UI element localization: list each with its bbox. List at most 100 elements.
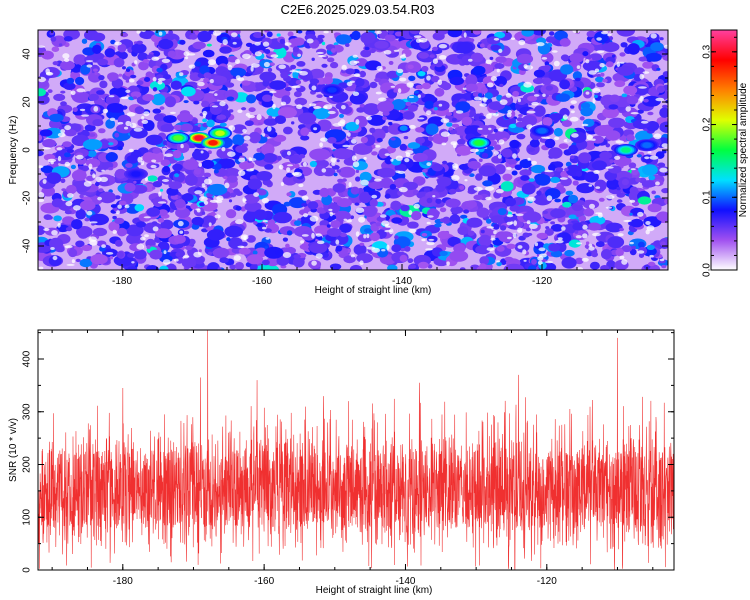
heatmap-cell <box>311 260 317 266</box>
heatmap-cell <box>408 228 417 233</box>
heatmap-cell <box>448 188 457 195</box>
heatmap-cell <box>40 165 54 174</box>
heatmap-cell <box>89 221 98 224</box>
heatmap-cell <box>333 172 338 177</box>
heatmap-cell <box>531 258 537 265</box>
heatmap-hotspot <box>642 142 652 148</box>
heatmap-cell <box>144 176 148 182</box>
heatmap-cell <box>648 175 656 181</box>
heatmap-cell <box>486 113 492 119</box>
heatmap-cell <box>256 114 262 121</box>
heatmap-cell <box>153 113 165 122</box>
heatmap-cell <box>408 210 413 216</box>
heatmap-cell <box>233 188 241 194</box>
heatmap-cell <box>404 158 410 163</box>
heatmap-cell <box>504 256 514 262</box>
heatmap-cell <box>338 166 356 178</box>
heatmap-cell <box>657 162 666 168</box>
heatmap-cell <box>549 31 555 36</box>
heatmap-cell <box>321 168 327 173</box>
heatmap-cell <box>219 46 232 54</box>
heatmap-cell <box>607 236 625 249</box>
heatmap-cell <box>390 200 402 211</box>
heatmap-cell <box>609 94 620 103</box>
heatmap-cell <box>240 234 249 240</box>
heatmap-cell <box>579 116 585 121</box>
heatmap-cell <box>152 226 159 232</box>
heatmap-hotspot <box>173 135 183 141</box>
heatmap-cell <box>49 31 54 36</box>
heatmap-cell <box>249 158 257 161</box>
heatmap-cell <box>202 49 215 58</box>
snr-x-axis-label: Height of straight line (km) <box>316 585 433 596</box>
heatmap-cell <box>198 249 202 253</box>
heatmap-cell <box>116 251 124 258</box>
heatmap-cell <box>136 80 144 86</box>
heatmap-cell <box>568 194 579 204</box>
heatmap-cell <box>336 169 342 173</box>
heatmap-cell <box>264 49 271 54</box>
heatmap-cell <box>494 76 507 87</box>
heatmap-cell <box>586 252 593 257</box>
heatmap-cell <box>456 41 474 54</box>
heatmap-cell <box>158 38 174 50</box>
heatmap-cell <box>588 184 593 187</box>
heatmap-cell <box>616 186 621 191</box>
heatmap-cell <box>284 86 292 92</box>
heatmap-cell <box>349 264 363 270</box>
heatmap-cell <box>286 167 291 173</box>
heatmap-cell <box>546 195 553 202</box>
snr-y-tick-label: 400 <box>22 350 33 367</box>
heatmap-cell <box>369 127 376 134</box>
heatmap-cell <box>296 61 306 67</box>
heatmap-cell <box>192 118 198 124</box>
heatmap-cell <box>638 253 645 258</box>
heatmap-hotspot <box>537 128 547 134</box>
heatmap-cell <box>464 179 468 182</box>
heatmap-cell <box>619 61 625 64</box>
heatmap-cell <box>346 81 353 87</box>
heatmap-cell <box>605 206 613 209</box>
heatmap-cell <box>621 178 630 186</box>
heatmap-cell <box>498 127 504 132</box>
heatmap-cell <box>157 77 166 81</box>
heatmap-cell <box>643 264 651 270</box>
heatmap-cell <box>572 30 580 34</box>
heatmap-cell <box>664 198 668 205</box>
heatmap-cell <box>354 73 361 77</box>
heatmap-cell <box>194 61 201 67</box>
heatmap-cell <box>427 136 434 142</box>
heatmap-cell <box>38 266 44 270</box>
heatmap-cell <box>73 54 87 66</box>
heatmap-cell <box>70 90 76 96</box>
heatmap-cell <box>391 244 402 253</box>
heatmap-cell <box>517 227 523 233</box>
heatmap-cell <box>647 151 652 154</box>
heatmap-cell <box>38 88 46 97</box>
heatmap-cell <box>439 207 447 213</box>
heatmap-cell <box>244 201 262 212</box>
heatmap-cell <box>363 103 380 116</box>
heatmap-cell <box>538 247 546 252</box>
heatmap-cell <box>414 90 419 94</box>
heatmap-cell <box>591 135 604 144</box>
heatmap-cell <box>506 166 512 170</box>
heatmap-cell <box>351 30 361 41</box>
heatmap-cell <box>588 243 593 247</box>
heatmap-hotspot <box>215 130 225 136</box>
heatmap-cell <box>360 136 368 144</box>
heatmap-cell <box>662 104 668 109</box>
heatmap-cell <box>352 143 373 155</box>
heatmap-cell <box>105 119 116 129</box>
heatmap-cell <box>527 95 538 102</box>
heatmap-cell <box>507 236 512 240</box>
heatmap-cell <box>336 159 340 163</box>
heatmap-cell <box>298 154 306 159</box>
heatmap-cell <box>289 70 299 73</box>
heatmap-cell <box>387 264 398 270</box>
heatmap-cell <box>157 201 167 204</box>
heatmap-cell <box>215 163 222 170</box>
heatmap-cell <box>235 205 242 211</box>
heatmap-cell <box>605 130 621 141</box>
